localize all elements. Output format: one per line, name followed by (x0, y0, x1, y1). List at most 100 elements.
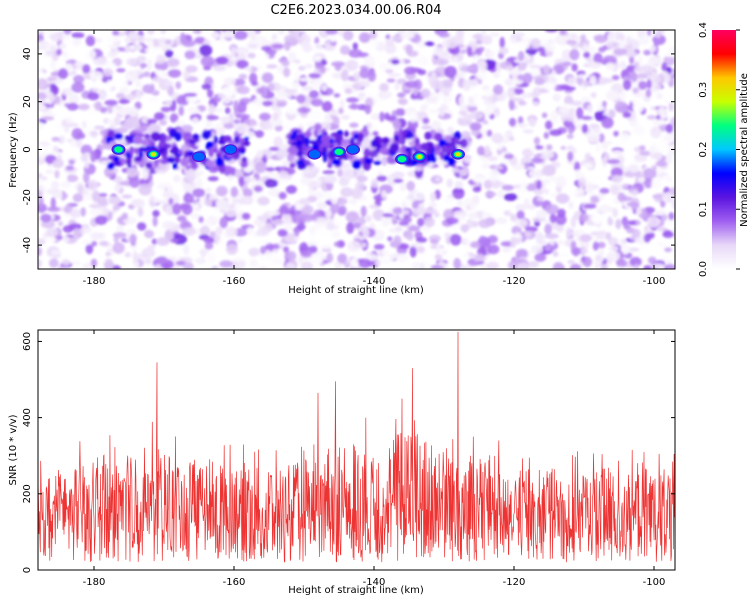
heatmap-cell (528, 117, 536, 127)
heatmap-cell (381, 250, 390, 257)
heatmap-cell (445, 217, 459, 225)
heatmap-cell (665, 152, 673, 164)
heatmap-cell (392, 207, 403, 215)
heatmap-cell (68, 159, 75, 165)
heatmap-cell (515, 218, 528, 228)
heatmap-cell (535, 231, 543, 244)
heatmap-cell (555, 175, 567, 188)
heatmap-cell (366, 122, 372, 129)
heatmap-cell (568, 237, 575, 242)
heatmap-cell (38, 258, 42, 269)
heatmap-cell (146, 118, 158, 124)
heatmap-cell (235, 46, 250, 55)
heatmap-cell (435, 144, 441, 152)
heatmap-cell (650, 71, 657, 84)
heatmap-cell (358, 258, 372, 269)
heatmap-cell (316, 216, 328, 224)
heatmap-cell (314, 240, 320, 248)
heatmap-cell (637, 176, 646, 183)
heatmap-cell (373, 160, 382, 165)
heatmap-cell (583, 51, 591, 59)
heatmap-cell (387, 236, 393, 242)
y-tick-label: 200 (22, 484, 33, 503)
heatmap-cell (628, 247, 640, 252)
y-tick: 40 (22, 48, 675, 60)
heatmap-cell (374, 52, 386, 65)
heatmap-cell (284, 121, 292, 130)
heatmap-cell (515, 248, 528, 259)
heatmap-cell (142, 84, 154, 94)
heatmap-cell (362, 137, 371, 149)
heatmap-cell (567, 151, 574, 162)
heatmap-cell (516, 210, 525, 220)
x-tick: -180 (83, 30, 105, 287)
heatmap-cell (236, 113, 250, 119)
heatmap-cell (152, 210, 160, 217)
heatmap-cell (77, 103, 90, 111)
heatmap-cell (234, 135, 241, 144)
heatmap-cell (626, 201, 639, 207)
heatmap-cell (90, 258, 98, 268)
heatmap-cell (663, 55, 675, 66)
heatmap-cell (99, 240, 109, 246)
heatmap-cell (578, 177, 587, 189)
heatmap-cell (212, 216, 219, 221)
heatmap-cell (364, 104, 372, 115)
heatmap-cell (668, 145, 675, 155)
heatmap-cell (430, 79, 444, 90)
heatmap-cell (594, 34, 608, 44)
heatmap-cell (215, 127, 226, 136)
heatmap-cell (121, 212, 129, 220)
heatmap-cell (297, 150, 303, 158)
heatmap-cell (304, 165, 318, 173)
heatmap-cell (504, 78, 514, 86)
heatmap-cell (656, 139, 670, 149)
heatmap-cell (411, 261, 421, 269)
heatmap-cell (314, 55, 323, 63)
heatmap-cell (208, 193, 219, 201)
heatmap-cell (434, 253, 443, 261)
heatmap-cell (598, 46, 606, 53)
heatmap-cell (201, 83, 212, 90)
heatmap-cell (110, 47, 120, 56)
heatmap-cell (129, 146, 134, 155)
heatmap-cell (472, 176, 486, 184)
heatmap-cell (152, 216, 158, 227)
snr-x-axis: -180 -160 -140 -120 -100 (83, 330, 665, 588)
colorbar-tick-label: 0.3 (698, 82, 709, 98)
heatmap-cell (477, 46, 485, 52)
heatmap-cell (226, 226, 238, 237)
heatmap-cell (606, 65, 616, 71)
heatmap-cell (557, 105, 569, 117)
heatmap-cell (414, 166, 423, 172)
heatmap-cell (611, 75, 620, 81)
heatmap-cell (610, 167, 624, 178)
heatmap-cell (213, 235, 220, 243)
heatmap-cell (433, 47, 445, 57)
heatmap-cell (614, 142, 622, 148)
heatmap-cell (446, 178, 453, 188)
heatmap-cell (194, 257, 206, 264)
heatmap-cell (608, 245, 619, 252)
heatmap-cell (412, 99, 423, 104)
heatmap-cell (339, 98, 345, 110)
heatmap-cell (331, 61, 345, 67)
heatmap-cell (119, 87, 130, 94)
heatmap-cell (627, 208, 634, 214)
heatmap-cell (116, 68, 126, 73)
heatmap-hotspot (192, 151, 206, 162)
heatmap-cell (333, 241, 340, 247)
heatmap-cell (461, 238, 471, 244)
heatmap-cell (307, 31, 316, 39)
heatmap-cell (260, 214, 267, 219)
colorbar-tick-label: 0.2 (698, 142, 709, 158)
heatmap-cell (622, 79, 632, 91)
heatmap-cell (195, 178, 204, 189)
heatmap-cell (533, 189, 544, 195)
heatmap-cell (127, 31, 139, 39)
snr-y-axis-title: SNR (10 * v/v) (8, 414, 19, 485)
heatmap-cell (584, 152, 592, 162)
heatmap-cell (260, 45, 272, 51)
heatmap-cell (454, 180, 464, 189)
heatmap-cell (374, 260, 381, 266)
